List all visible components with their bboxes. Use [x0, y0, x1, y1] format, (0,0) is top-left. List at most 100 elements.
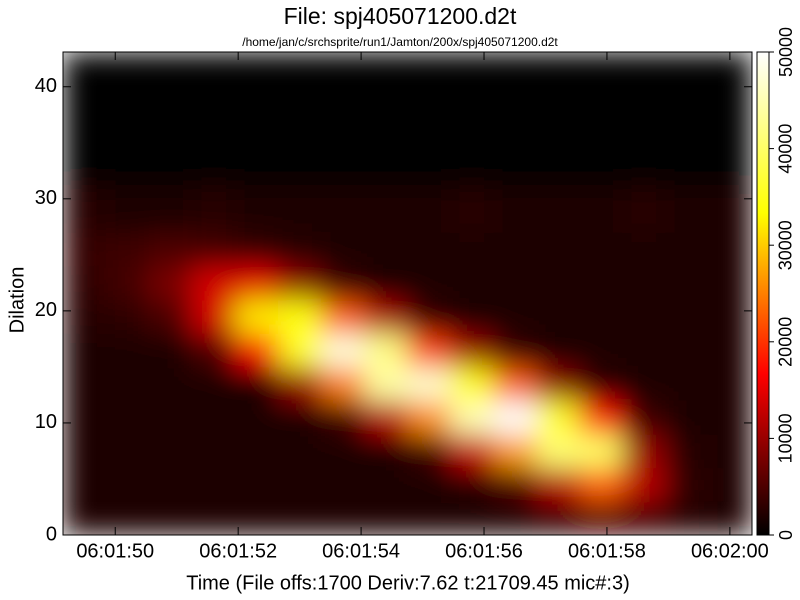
heat-cell	[579, 299, 623, 334]
heat-cell	[493, 400, 537, 435]
heat-cell	[192, 501, 236, 535]
chart-subtitle: /home/jan/c/srchsprite/run1/Jamton/200x/…	[242, 35, 558, 49]
colorbar	[756, 51, 770, 536]
heat-cell	[579, 184, 623, 233]
heat-cell	[278, 501, 322, 535]
heat-cell	[708, 467, 752, 502]
heat-cell	[63, 333, 107, 368]
heat-cell	[579, 366, 623, 402]
heat-cell	[450, 299, 494, 334]
heat-cell	[192, 299, 236, 334]
heat-cell	[364, 52, 408, 185]
y-tick-label: 20	[35, 299, 57, 321]
heat-cell	[364, 467, 408, 502]
heat-cell	[278, 333, 322, 368]
colorbar-tick-label: 0	[776, 530, 796, 540]
heat-cell	[579, 400, 623, 435]
heat-cell	[235, 333, 279, 368]
heat-cell	[278, 400, 322, 435]
heat-cell	[708, 52, 752, 185]
heat-cell	[579, 501, 623, 535]
heat-cell	[493, 501, 537, 535]
heat-cell	[450, 184, 494, 233]
colorbar-tick-label: 20000	[776, 317, 796, 367]
heat-cell	[364, 501, 408, 535]
heat-cell	[149, 400, 193, 435]
heat-cell	[708, 299, 752, 334]
heat-cell	[407, 400, 451, 435]
heat-cell	[450, 434, 494, 469]
heat-cell	[407, 52, 451, 185]
heat-cell	[536, 266, 580, 301]
heat-cell	[364, 232, 408, 267]
heat-cell	[407, 366, 451, 402]
heat-cell	[278, 184, 322, 233]
heat-cell	[493, 232, 537, 267]
heat-cell	[364, 266, 408, 301]
heat-cell	[364, 366, 408, 402]
heat-cell	[407, 232, 451, 267]
heat-cell	[407, 434, 451, 469]
heat-cell	[192, 366, 236, 402]
heat-cell	[278, 366, 322, 402]
heat-cell	[364, 434, 408, 469]
heat-cell	[536, 299, 580, 334]
heat-cell	[450, 52, 494, 185]
heat-cell	[536, 501, 580, 535]
colorbar-tick-label: 30000	[776, 220, 796, 270]
heat-cell	[192, 266, 236, 301]
heat-cell	[364, 333, 408, 368]
y-tick-label: 30	[35, 187, 57, 209]
heat-cell	[235, 467, 279, 502]
heat-cell	[321, 266, 365, 301]
heat-cell	[106, 232, 150, 267]
heat-cell	[407, 501, 451, 535]
heat-cell	[235, 366, 279, 402]
heat-cell	[493, 333, 537, 368]
heat-cell	[407, 333, 451, 368]
heat-cell	[622, 366, 666, 402]
heat-cell	[708, 184, 752, 233]
heat-cell	[149, 501, 193, 535]
heat-cell	[708, 333, 752, 368]
heat-cell	[106, 333, 150, 368]
heat-cell	[106, 299, 150, 334]
heat-cell	[407, 184, 451, 233]
y-axis-label: Dilation	[6, 267, 28, 334]
heat-cell	[450, 333, 494, 368]
heat-cell	[63, 366, 107, 402]
heat-cell	[321, 333, 365, 368]
heat-cell	[321, 501, 365, 535]
x-tick-label: 06:01:50	[76, 540, 154, 562]
heat-cell	[63, 400, 107, 435]
heat-cell	[321, 232, 365, 267]
heat-cell	[278, 232, 322, 267]
heat-cell	[536, 366, 580, 402]
y-tick-label: 0	[46, 523, 57, 545]
heat-cell	[192, 434, 236, 469]
heat-cell	[493, 266, 537, 301]
heat-cell	[536, 184, 580, 233]
heat-cell	[536, 333, 580, 368]
heat-cell	[235, 501, 279, 535]
heat-cell	[63, 232, 107, 267]
heat-cell	[106, 366, 150, 402]
heat-cell	[63, 299, 107, 334]
heat-cell	[622, 266, 666, 301]
heat-cell	[106, 266, 150, 301]
heat-cell	[106, 184, 150, 233]
plot-frame	[62, 51, 753, 536]
heat-cell	[192, 232, 236, 267]
heat-cell	[321, 52, 365, 185]
x-tick-label: 06:02:00	[691, 540, 769, 562]
heat-cell	[364, 184, 408, 233]
heat-cell	[493, 299, 537, 334]
heat-cell	[106, 467, 150, 502]
heat-cell	[321, 467, 365, 502]
heat-cell	[493, 467, 537, 502]
heat-cell	[622, 501, 666, 535]
heat-cell	[192, 467, 236, 502]
heat-cell	[665, 333, 709, 368]
heat-cell	[63, 434, 107, 469]
heat-cell	[579, 333, 623, 368]
